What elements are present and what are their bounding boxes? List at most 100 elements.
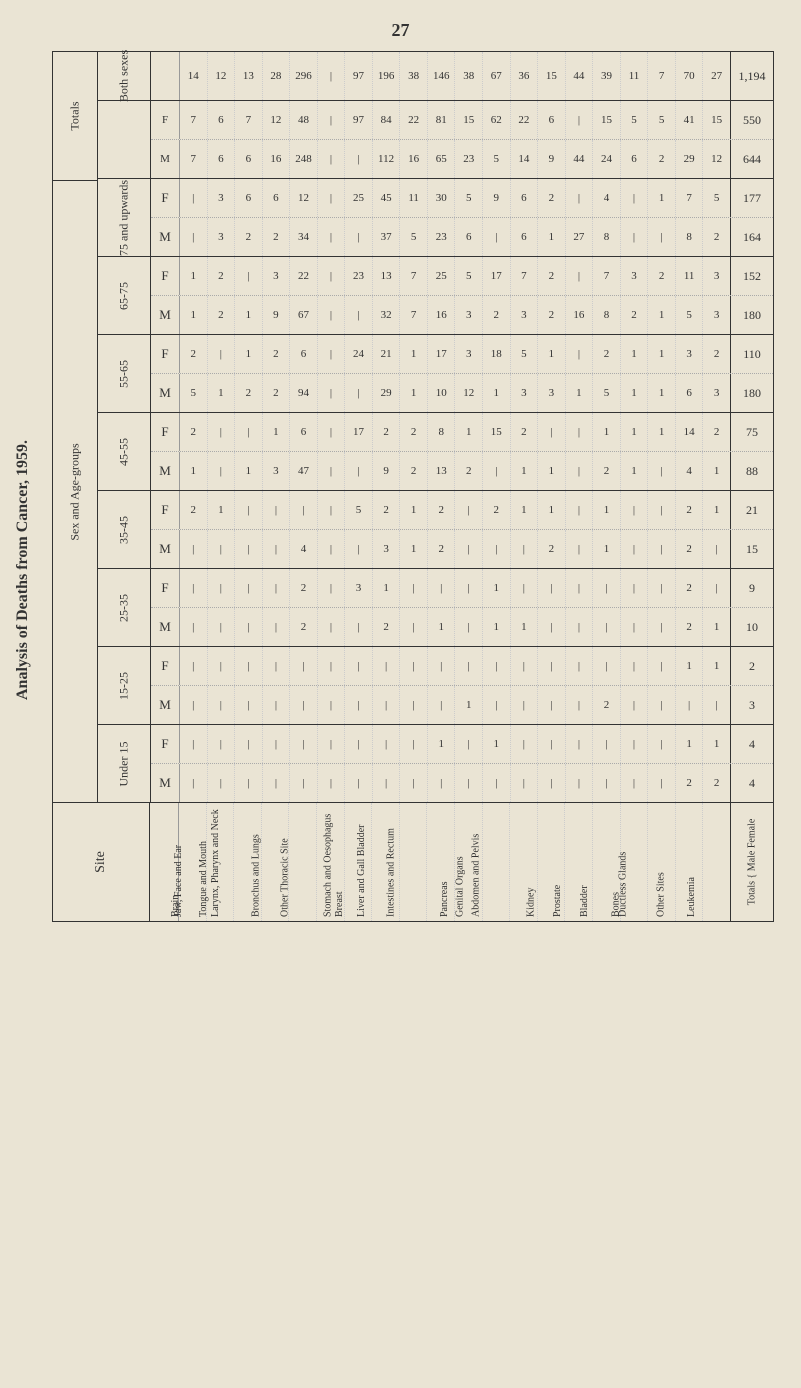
value-cell: | (263, 530, 291, 568)
age-group-label: Under 15 (117, 741, 132, 786)
value-cell: | (318, 569, 346, 607)
value-cell: 13 (235, 52, 263, 100)
value-cell: 10 (428, 374, 456, 412)
age-group-content: F|36612|254511305962|4|175177M|32234||37… (151, 179, 773, 256)
age-group-row: 45-55F2||16|172281152||11114275M1|1347||… (98, 413, 773, 491)
age-group-label-cell: 45-55 (98, 413, 151, 490)
value-cells: 21||||5212|211|1||21 (180, 491, 730, 529)
value-cell: 1 (593, 491, 621, 529)
value-cell: 62 (483, 101, 511, 139)
value-cell: 1 (483, 374, 511, 412)
value-cell: 3 (703, 296, 730, 334)
value-cell: | (648, 725, 676, 763)
value-cell: | (180, 686, 208, 724)
value-cell: 15 (538, 52, 566, 100)
value-cell: 1 (621, 374, 649, 412)
value-cell: 2 (373, 413, 401, 451)
value-cell: 36 (511, 52, 539, 100)
age-group-content: F2||16|172281152||11114275M1|1347||92132… (151, 413, 773, 490)
value-cell: 3 (676, 335, 704, 373)
value-cell: 1 (648, 374, 676, 412)
deaths-table: Totals Sex and Age-groups Both sexes1412… (52, 51, 774, 922)
value-cell: 1 (703, 647, 730, 685)
value-cell: 44 (566, 52, 594, 100)
sex-label: M (151, 686, 180, 724)
value-cell: | (400, 764, 428, 802)
value-cell: 5 (455, 257, 483, 295)
value-cells: |32234||375236|61278||82 (180, 218, 730, 256)
value-cell: | (235, 569, 263, 607)
value-cell: | (538, 725, 566, 763)
value-cell: 6 (235, 179, 263, 217)
age-group-row: Both sexes14121328296|971963814638673615… (98, 52, 773, 101)
value-cell: 13 (428, 452, 456, 490)
value-cell: | (428, 569, 456, 607)
value-cell: | (263, 725, 291, 763)
site-column-label-cell: Leukemia (703, 803, 730, 921)
value-cell: | (648, 647, 676, 685)
data-line-row: M||||||||||1||||2||||3 (151, 685, 773, 724)
value-cells: 2|126|242111731851|21132 (180, 335, 730, 373)
value-cell: | (511, 530, 539, 568)
value-cell: | (263, 491, 291, 529)
row-total: 152 (730, 257, 773, 295)
value-cell: 17 (428, 335, 456, 373)
sex-label: F (151, 647, 180, 685)
age-group-label: 35-45 (117, 516, 132, 544)
age-group-content: F|||||||||1|1||||||114M|||||||||||||||||… (151, 725, 773, 802)
value-cells: ||||||||||||||||||11 (180, 647, 730, 685)
value-cell: 1 (455, 686, 483, 724)
value-cell: | (566, 335, 594, 373)
value-cell: 9 (483, 179, 511, 217)
age-group-content: F2|126|242111731851|21132110M512294||291… (151, 335, 773, 412)
sex-label: F (151, 335, 180, 373)
value-cell: 1 (621, 413, 649, 451)
value-cell: | (318, 725, 346, 763)
value-cell: 12 (455, 374, 483, 412)
value-cell: 6 (538, 101, 566, 139)
value-cell: 1 (483, 725, 511, 763)
value-cell: 14 (180, 52, 208, 100)
site-column-label: Abdomen and Pelvis (471, 834, 482, 917)
value-cell: | (318, 452, 346, 490)
age-group-row: 55-65F2|126|242111731851|21132110M512294… (98, 335, 773, 413)
value-cell: 1 (648, 413, 676, 451)
data-line-row: F21||||5212|211|1||2121 (151, 491, 773, 529)
value-cell: 9 (538, 140, 566, 178)
value-cell: 2 (538, 179, 566, 217)
value-cell: | (621, 218, 649, 256)
value-cell: 1 (428, 608, 456, 646)
value-cell: | (511, 764, 539, 802)
value-cells: 2||16|172281152||111142 (180, 413, 730, 451)
age-group-label: 75 and upwards (117, 180, 132, 256)
value-cell: | (290, 686, 318, 724)
value-cell: | (593, 725, 621, 763)
value-cell: 1 (703, 725, 730, 763)
value-cell: 2 (400, 413, 428, 451)
value-cell: | (180, 647, 208, 685)
value-cell: 11 (621, 52, 649, 100)
value-cell: | (455, 608, 483, 646)
value-cell: 2 (373, 491, 401, 529)
value-cell: 2 (180, 335, 208, 373)
value-cell: 7 (400, 296, 428, 334)
value-cell: | (180, 569, 208, 607)
value-cell: 1 (511, 452, 539, 490)
row-total: 15 (730, 530, 773, 568)
value-cell: | (345, 140, 373, 178)
value-cell: 23 (455, 140, 483, 178)
value-cell: | (648, 452, 676, 490)
value-cell: 2 (676, 569, 704, 607)
site-column-label: Stomach and Oesophagus (323, 814, 334, 917)
row-total: 75 (730, 413, 773, 451)
sex-label: M (151, 452, 180, 490)
age-group-row: 15-25F||||||||||||||||||112M||||||||||1|… (98, 647, 773, 725)
value-cell: | (566, 608, 594, 646)
value-cell: 2 (180, 491, 208, 529)
sex-label (151, 52, 180, 100)
value-cell: 1 (235, 335, 263, 373)
site-column-label: Tongue and Mouth (199, 841, 210, 917)
sex-label: M (151, 140, 180, 178)
value-cell: 2 (676, 491, 704, 529)
site-labels-row: BrainJaw, Face and EarTongue and MouthLa… (150, 803, 730, 921)
